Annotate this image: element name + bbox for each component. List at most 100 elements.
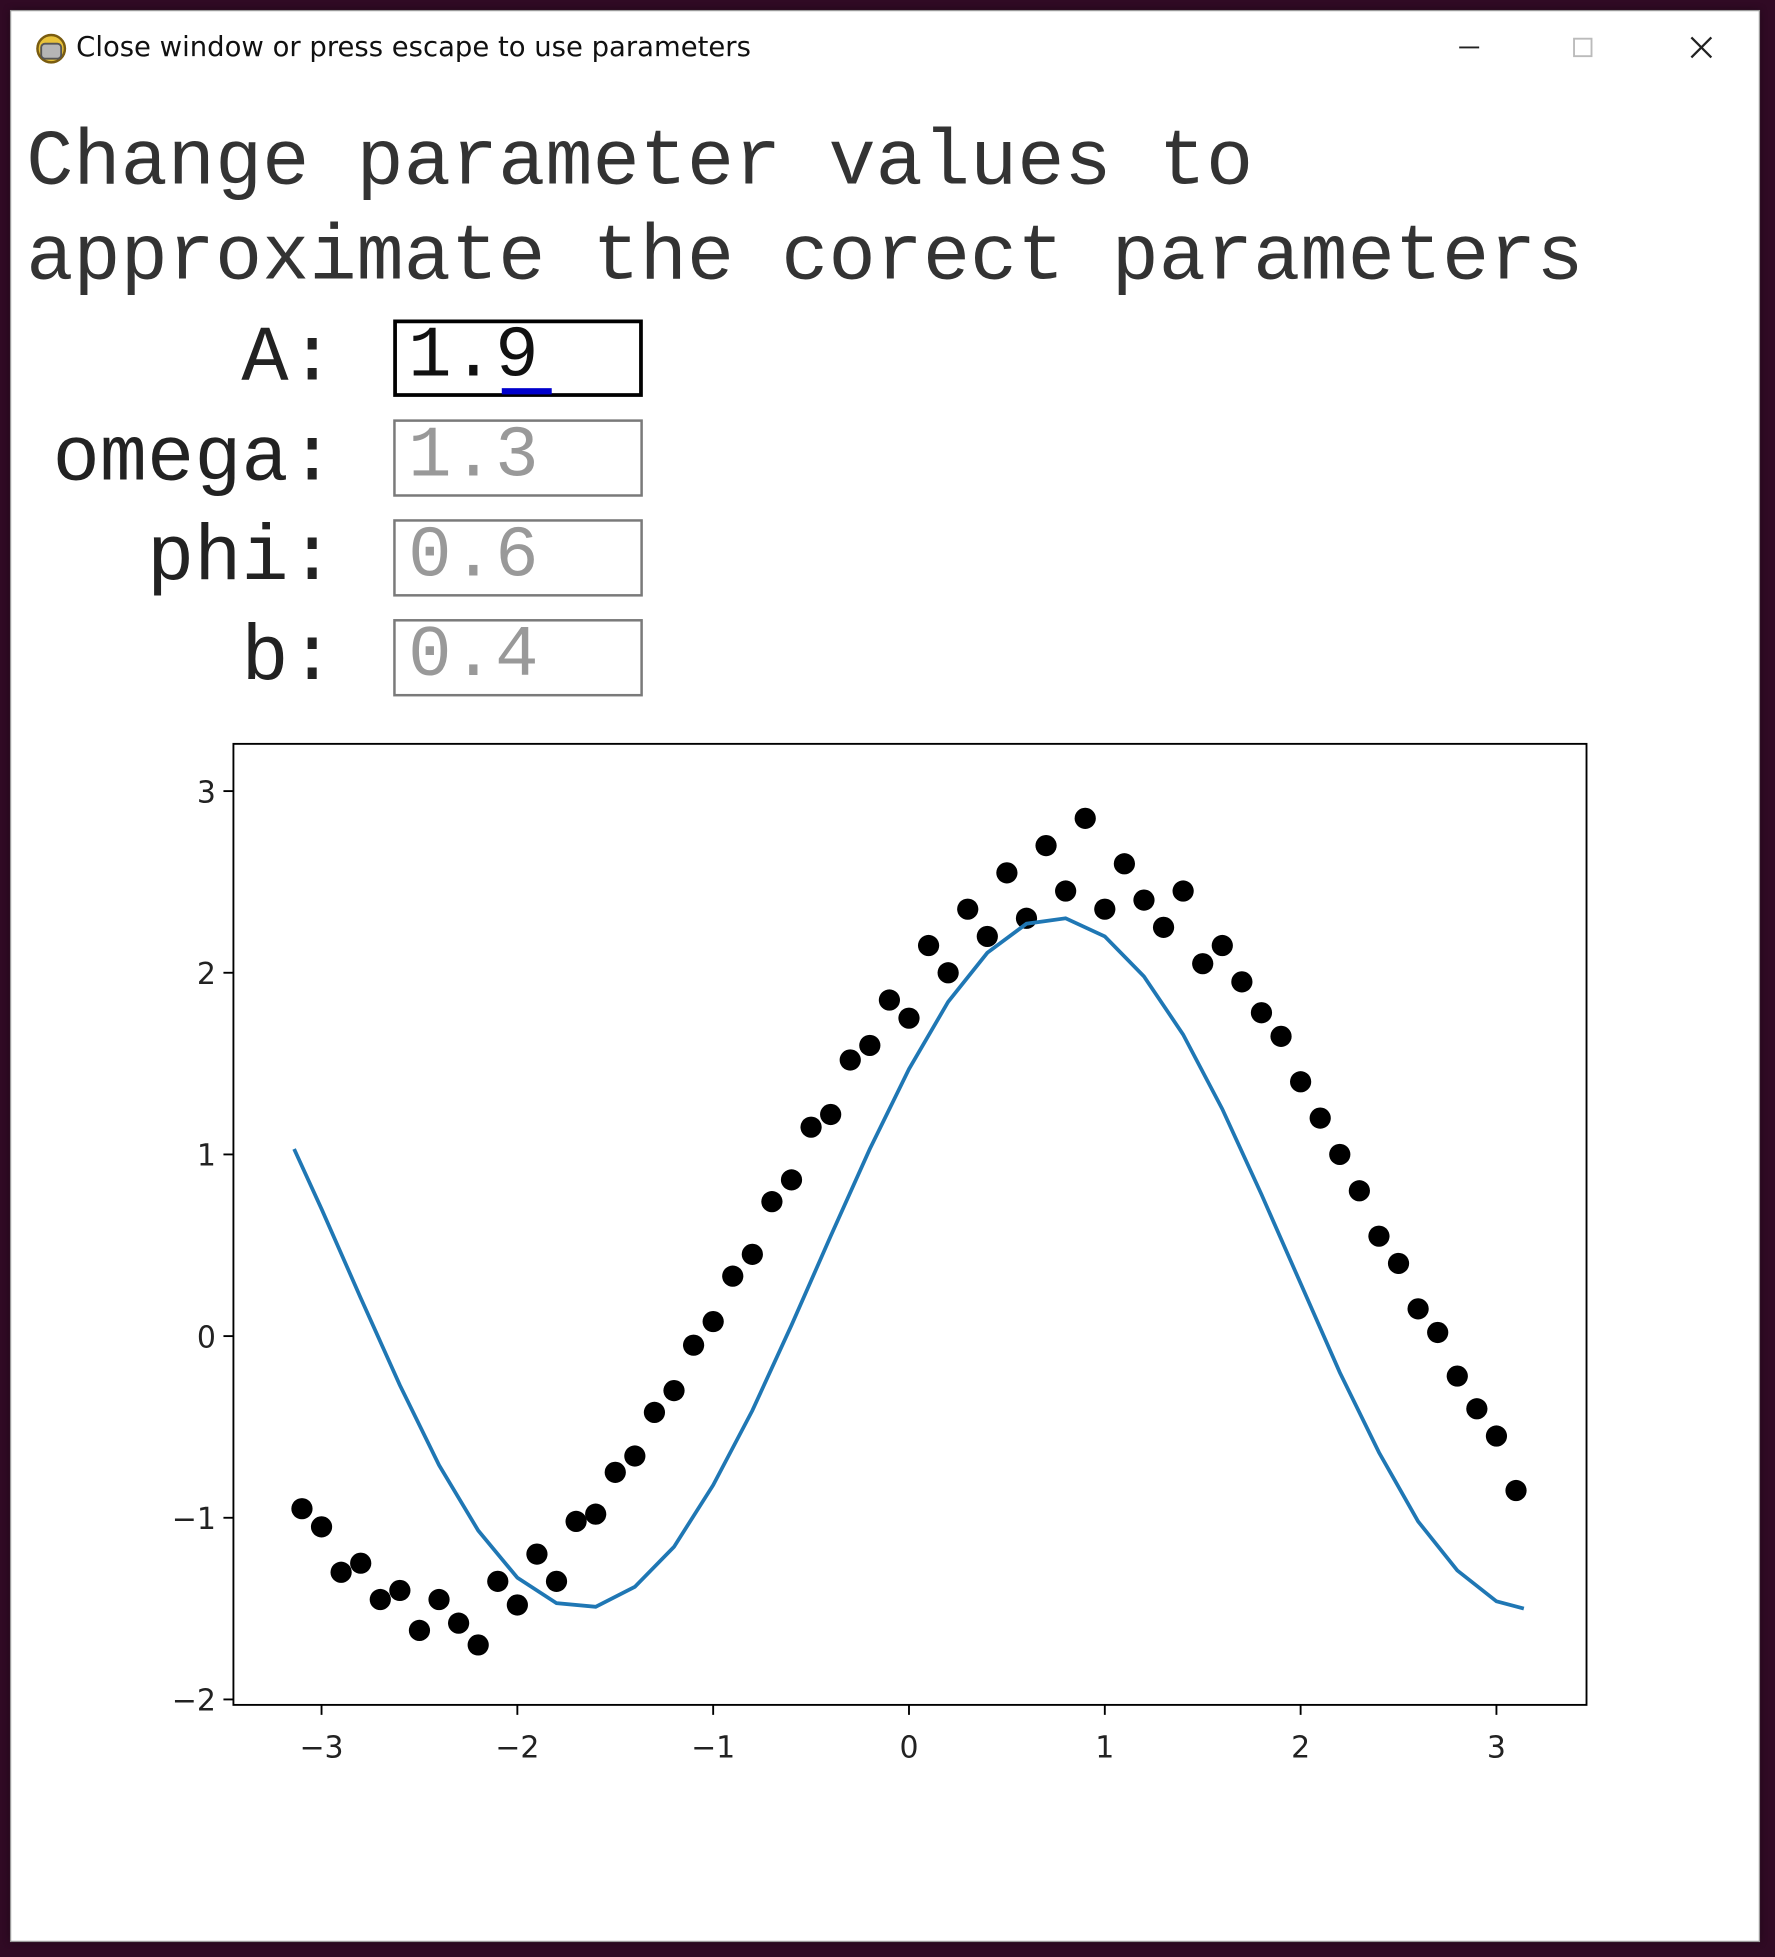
data-point [624,1445,646,1467]
parameter-label: phi: [146,514,336,603]
close-button[interactable] [1690,36,1713,59]
y-tick-label: −1 [172,1502,216,1537]
plot: −3 −2 −1 0 1 2 3 −2 −1 0 1 2 3 [172,742,1588,1765]
data-point [310,1516,333,1538]
data-point [878,989,901,1011]
data-point [1368,1225,1390,1247]
data-point [800,1116,822,1138]
data-point [330,1561,352,1583]
x-tick-label: −3 [299,1730,343,1765]
data-point [1270,1025,1292,1047]
parameter-value: 0.4 [408,616,539,698]
data-point [976,925,998,948]
x-tick-label: 1 [1095,1730,1114,1765]
data-point [291,1498,313,1520]
data-point [663,1379,685,1402]
data-point [585,1503,607,1525]
data-point [1387,1252,1410,1275]
data-point [682,1334,705,1356]
data-line [292,916,1525,1611]
data-point [1348,1180,1370,1202]
maximize-button[interactable] [1573,37,1593,58]
data-point [1466,1398,1488,1420]
data-point [643,1401,666,1424]
window: Close window or press escape to use para… [9,9,1761,1943]
parameter-value: 0.6 [408,516,539,598]
x-tick-label: 0 [899,1730,918,1765]
data-point [1427,1321,1449,1344]
data-point [839,1049,861,1071]
parameter-label: A: [241,314,336,404]
y-tick-label: 0 [197,1320,216,1355]
data-point [702,1310,724,1333]
parameter-input[interactable]: 0.4 [393,616,643,698]
data-point [1133,889,1155,911]
parameter-label: omega: [52,414,336,503]
data-point [722,1265,744,1287]
data-point [506,1594,528,1616]
data-point [545,1570,568,1592]
data-point [1152,916,1175,938]
data-point [996,862,1018,884]
data-point [369,1588,391,1611]
data-point [780,1169,803,1191]
data-point [1505,1479,1527,1502]
data-point [820,1103,842,1126]
data-point [447,1612,470,1634]
parameter-input[interactable]: 1.9 [393,317,643,398]
data-point [1035,834,1057,857]
title-bar: Close window or press escape to use para… [11,11,1759,73]
data-point [1231,971,1253,993]
data-point [1290,1071,1312,1093]
data-point [1407,1298,1429,1320]
text-cursor [501,388,552,395]
data-point [1485,1425,1508,1447]
data-point [898,1007,920,1029]
app-icon [36,33,67,64]
plot-frame [232,742,1588,1706]
data-point [957,898,979,920]
y-tick-label: −2 [172,1684,216,1719]
data-point [389,1579,411,1602]
data-point [1309,1107,1331,1129]
data-point [1250,1002,1273,1024]
title-bar-graphics [36,33,1713,64]
parameter-input[interactable]: 0.6 [393,516,643,598]
data-point [565,1510,587,1533]
data-point [350,1552,372,1574]
data-point [917,934,940,957]
x-tick-label: 3 [1487,1730,1506,1765]
data-point [1055,880,1077,902]
y-tick-label: 3 [197,775,216,810]
parameter-label: b: [241,614,336,703]
data-point [1113,853,1135,875]
data-point [428,1588,450,1611]
data-point [937,962,959,984]
parameter-value: 1.3 [408,416,539,498]
data-point [408,1619,431,1642]
data-point [1329,1143,1351,1166]
parameter-input[interactable]: 1.3 [393,416,643,498]
data-point [1446,1365,1468,1387]
data-point [467,1634,489,1656]
data-point [604,1461,626,1483]
x-tick-label: 2 [1291,1730,1310,1765]
data-point [859,1034,881,1057]
data-point [1172,880,1194,902]
data-point [1094,898,1116,920]
y-tick-label: 1 [197,1139,216,1174]
chart: −3 −2 −1 0 1 2 3 −2 −1 0 1 2 3 [172,742,1588,1765]
data-point [526,1543,548,1565]
data-point [487,1570,509,1592]
data-point [1074,807,1096,829]
window-title: Close window or press escape to use para… [76,32,751,64]
data-point [1211,934,1233,957]
data-point [761,1191,783,1213]
x-tick-label: −2 [495,1730,539,1765]
y-tick-label: 2 [197,957,216,992]
data-point [741,1243,763,1265]
heading: Change parameter values to approximate t… [26,118,1584,303]
data-point [1192,953,1214,975]
